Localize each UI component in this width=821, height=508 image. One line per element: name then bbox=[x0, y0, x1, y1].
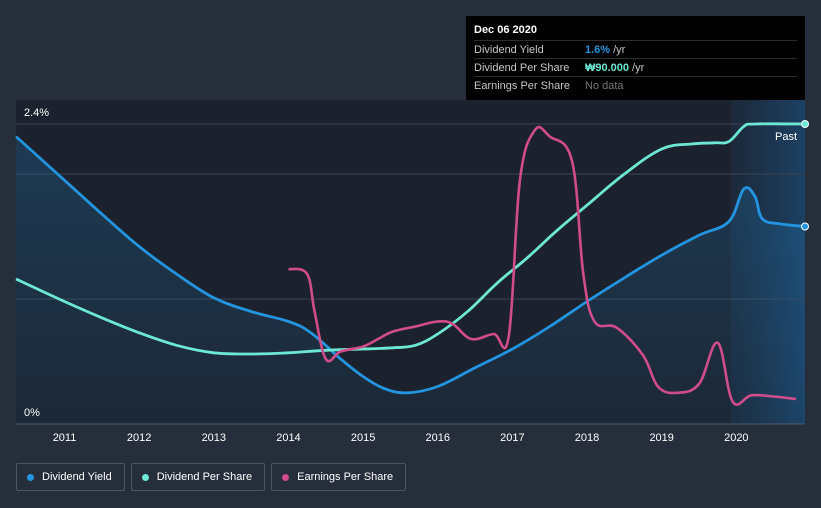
past-label: Past bbox=[775, 131, 797, 143]
tooltip-label: Earnings Per Share bbox=[474, 79, 570, 92]
x-tick-label: 2020 bbox=[724, 432, 748, 444]
x-tick-label: 2012 bbox=[127, 432, 151, 444]
end-markers bbox=[801, 120, 809, 231]
legend-item-dividend-per-share[interactable]: Dividend Per Share bbox=[130, 463, 266, 491]
series-lines bbox=[15, 122, 806, 406]
tooltip-date: Dec 06 2020 bbox=[474, 24, 537, 36]
x-tick-label: 2017 bbox=[500, 432, 524, 444]
tooltip: Dec 06 2020 Dividend Yield 1.6% /yr Divi… bbox=[466, 16, 805, 100]
tooltip-row-earnings-per-share: Earnings Per Share No data bbox=[474, 76, 797, 94]
legend-label: Earnings Per Share bbox=[297, 471, 394, 483]
earnings-per-share-line bbox=[288, 125, 797, 406]
x-tick-label: 2016 bbox=[426, 432, 450, 444]
legend-label: Dividend Yield bbox=[42, 471, 112, 483]
tooltip-label: Dividend Per Share bbox=[474, 61, 570, 74]
tooltip-value: ₩90.000 bbox=[585, 61, 630, 74]
dividend-per-share-end-marker bbox=[801, 120, 809, 128]
tooltip-value: 1.6% bbox=[585, 43, 611, 56]
legend-dot-icon bbox=[141, 473, 149, 481]
dividend-yield-line bbox=[15, 135, 806, 395]
tooltip-value: No data bbox=[585, 79, 624, 92]
tooltip-label: Dividend Yield bbox=[474, 43, 544, 56]
x-tick-label: 2019 bbox=[649, 432, 673, 444]
legend-item-earnings-per-share[interactable]: Earnings Per Share bbox=[271, 463, 407, 491]
y-axis-max-label: 2.4% bbox=[24, 107, 49, 119]
tooltip-unit: /yr bbox=[613, 43, 626, 56]
tooltip-unit: /yr bbox=[632, 61, 645, 74]
legend-dot-icon bbox=[282, 473, 290, 481]
y-axis-min-label: 0% bbox=[24, 407, 40, 419]
tooltip-row-dividend-yield: Dividend Yield 1.6% /yr bbox=[474, 40, 797, 58]
legend-label: Dividend Per Share bbox=[156, 471, 253, 483]
dividend-yield-end-marker bbox=[801, 222, 809, 231]
legend: Dividend Yield Dividend Per Share Earnin… bbox=[16, 463, 407, 491]
tooltip-row-dividend-per-share: Dividend Per Share ₩90.000 /yr bbox=[474, 58, 797, 76]
x-tick-label: 2014 bbox=[276, 432, 300, 444]
legend-dot-icon bbox=[27, 473, 34, 481]
x-tick-label: 2013 bbox=[202, 432, 226, 444]
x-tick-label: 2018 bbox=[575, 432, 599, 444]
x-tick-label: 2015 bbox=[351, 432, 375, 444]
legend-item-dividend-yield[interactable]: Dividend Yield bbox=[16, 463, 125, 491]
x-tick-label: 2011 bbox=[53, 432, 77, 444]
x-axis: 2011 2012 2013 2014 2015 2016 2017 2018 2019 2020 bbox=[53, 432, 749, 444]
